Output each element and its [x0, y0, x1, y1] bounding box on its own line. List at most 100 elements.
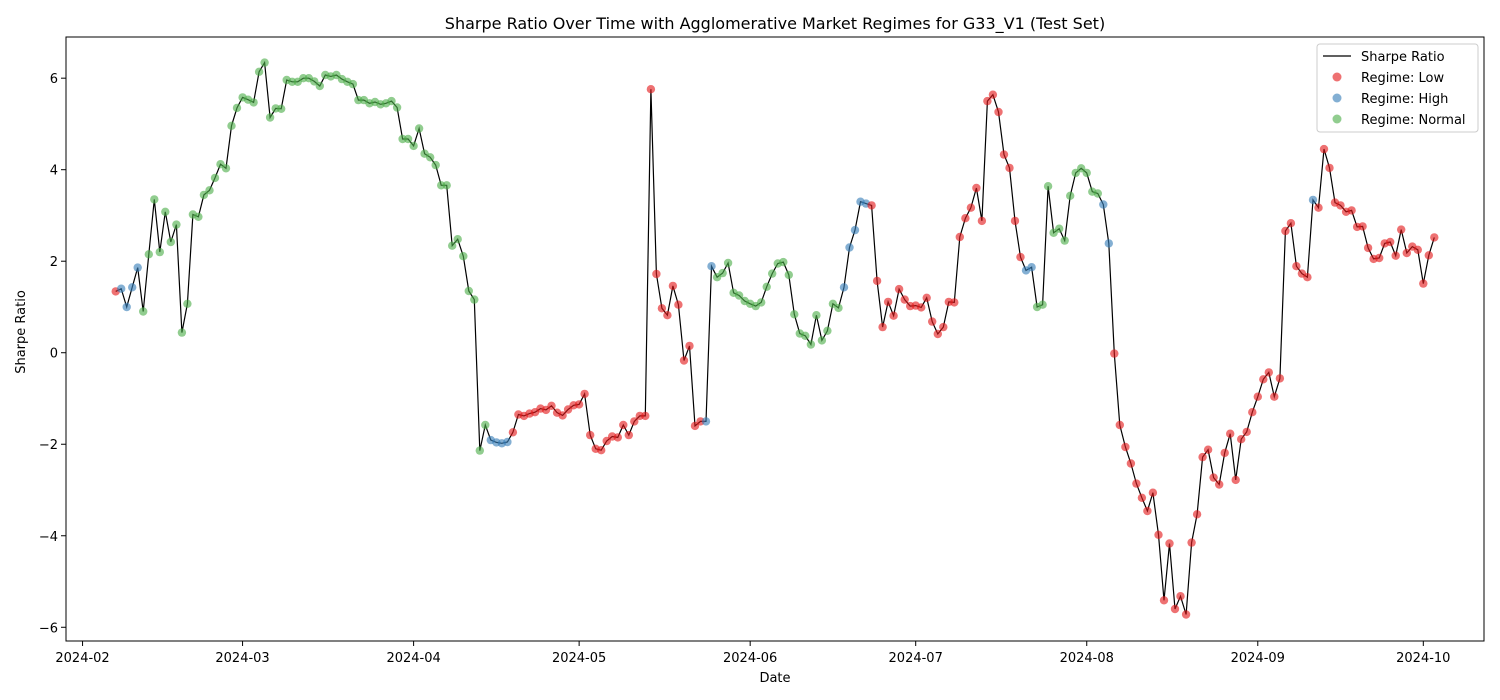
data-point	[481, 420, 490, 430]
data-point	[894, 284, 904, 294]
data-point	[1066, 191, 1075, 200]
data-point	[1413, 245, 1423, 254]
data-point	[166, 237, 175, 247]
data-point	[1137, 493, 1147, 502]
data-point	[1005, 163, 1014, 173]
x-tick-label: 2024-08	[1060, 651, 1114, 666]
data-point	[1082, 168, 1091, 178]
legend-label: Regime: Low	[1361, 71, 1444, 86]
data-point	[221, 164, 231, 173]
data-point	[1187, 538, 1196, 547]
data-point	[453, 235, 462, 244]
data-point	[150, 195, 159, 204]
data-point	[1363, 243, 1373, 253]
data-point	[1071, 168, 1080, 178]
data-point	[652, 269, 661, 279]
y-tick-label: −6	[39, 621, 58, 636]
data-point	[872, 276, 882, 286]
data-point	[1126, 459, 1136, 468]
data-point	[613, 433, 622, 442]
data-point	[646, 85, 656, 94]
data-point	[1358, 222, 1367, 231]
data-point	[597, 446, 606, 455]
data-point	[1010, 216, 1020, 226]
x-tick-label: 2024-10	[1396, 651, 1450, 666]
data-point	[641, 411, 650, 421]
data-point	[1237, 435, 1246, 444]
data-point	[580, 389, 589, 399]
data-point	[630, 417, 639, 426]
data-point	[834, 303, 843, 313]
data-point	[1424, 251, 1434, 260]
data-point	[1077, 164, 1086, 173]
data-point	[442, 181, 451, 190]
data-point	[277, 104, 286, 114]
data-point	[1055, 224, 1064, 233]
data-point	[1209, 473, 1218, 482]
data-point	[409, 141, 418, 151]
data-point	[1038, 300, 1047, 309]
data-point	[845, 243, 854, 252]
data-point	[955, 232, 964, 242]
legend-label: Sharpe Ratio	[1361, 50, 1445, 65]
data-point	[117, 284, 126, 293]
data-point	[558, 411, 567, 420]
data-point	[1259, 375, 1268, 384]
legend-marker-swatch	[1332, 114, 1342, 124]
data-point	[679, 356, 689, 365]
plot-frame	[65, 36, 1485, 642]
data-point	[823, 326, 832, 335]
data-point	[1275, 374, 1285, 383]
data-point	[1104, 239, 1114, 248]
data-point	[983, 96, 992, 106]
data-point	[933, 329, 942, 339]
data-point	[144, 250, 153, 259]
data-point	[966, 203, 976, 212]
data-point	[1402, 248, 1412, 258]
x-tick-label: 2024-04	[386, 651, 440, 666]
data-point	[403, 134, 413, 144]
data-point	[122, 302, 131, 312]
data-point	[1319, 144, 1329, 154]
data-point	[1347, 206, 1356, 215]
data-point	[1027, 263, 1036, 272]
data-point	[260, 58, 269, 67]
data-point	[1143, 506, 1152, 516]
y-tick-label: 2	[50, 255, 58, 270]
data-point	[1281, 226, 1290, 236]
data-point	[503, 437, 512, 447]
data-point	[265, 113, 275, 122]
data-point	[685, 341, 694, 351]
data-point	[839, 283, 849, 292]
data-point	[1397, 225, 1406, 234]
data-point	[1220, 448, 1229, 458]
data-point	[1203, 445, 1213, 454]
data-point	[1159, 596, 1169, 605]
data-point	[922, 293, 931, 302]
data-point	[1375, 253, 1384, 263]
data-point	[310, 77, 319, 86]
data-point	[1099, 200, 1108, 209]
data-point	[817, 336, 827, 345]
data-point	[227, 121, 236, 130]
data-point	[1165, 539, 1174, 548]
data-point	[1060, 236, 1069, 245]
legend: Sharpe Ratio Regime: Low Regime: High Regim…	[1316, 43, 1479, 133]
data-point	[1170, 604, 1180, 614]
plot-marks	[111, 58, 1439, 619]
data-point	[878, 322, 887, 332]
data-point	[448, 241, 457, 250]
data-point	[977, 216, 987, 226]
data-point	[1314, 203, 1323, 212]
data-point	[315, 81, 324, 91]
data-point	[232, 103, 242, 113]
data-point	[972, 183, 981, 193]
data-point	[586, 430, 595, 440]
data-point	[889, 311, 898, 320]
data-point	[161, 207, 170, 216]
data-point	[1226, 429, 1235, 438]
data-point	[459, 252, 468, 261]
data-point	[1391, 251, 1400, 260]
